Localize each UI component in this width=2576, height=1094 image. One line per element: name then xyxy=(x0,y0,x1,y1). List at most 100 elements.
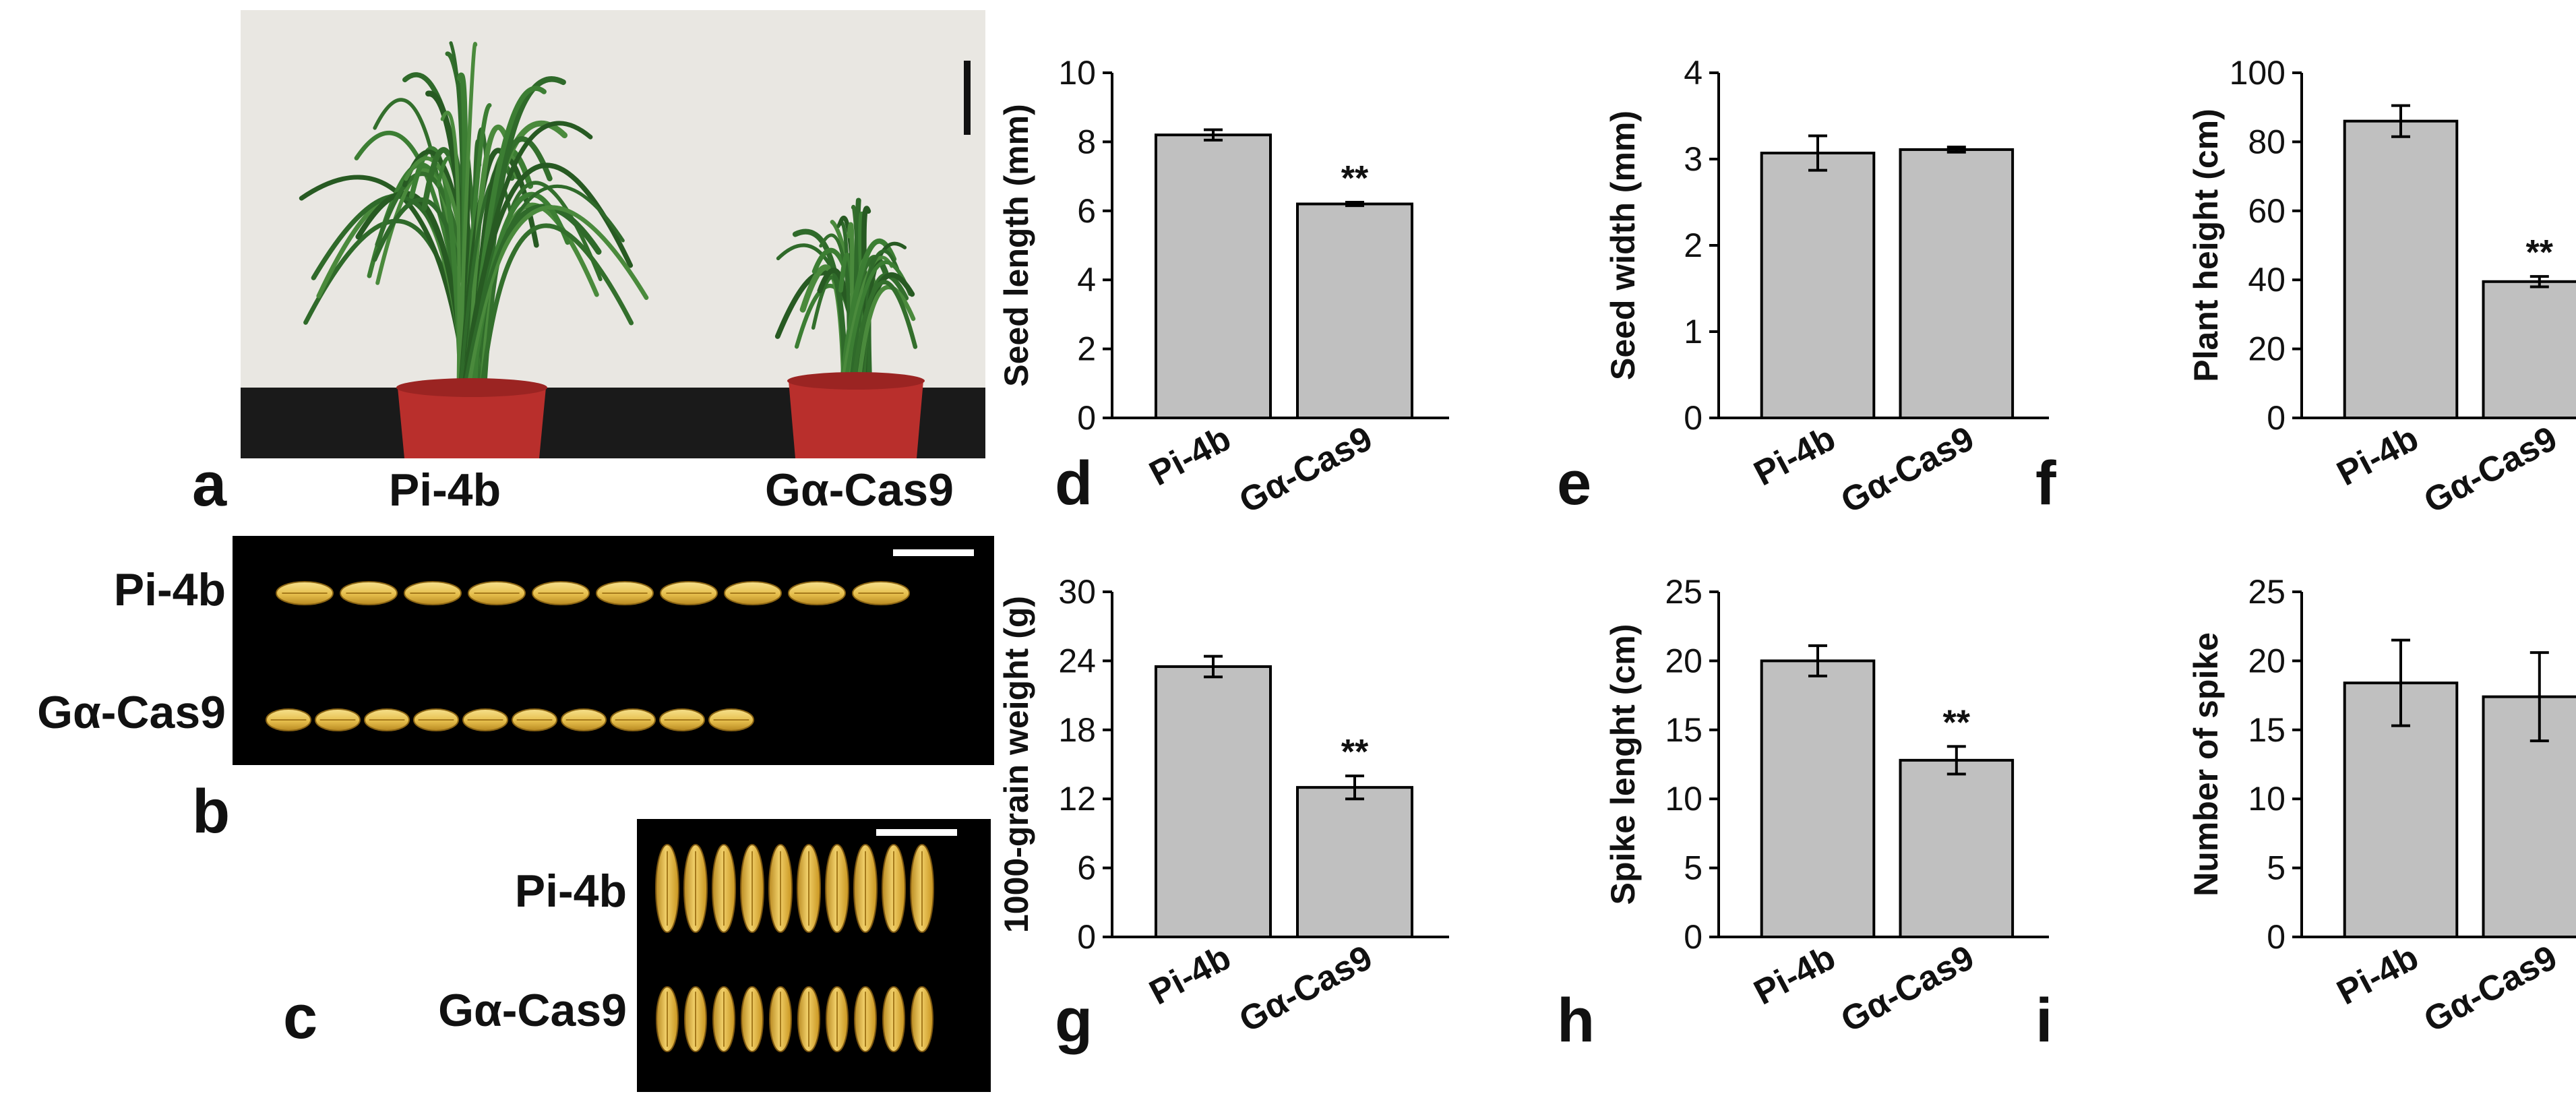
y-tick-label: 18 xyxy=(1058,711,1096,749)
bar xyxy=(2482,280,2576,420)
photo-c-label-gacas9: Gα-Cas9 xyxy=(438,985,627,1036)
y-tick-label: 10 xyxy=(1665,780,1703,818)
y-tick-label: 0 xyxy=(2267,918,2286,956)
significance-label: ** xyxy=(1943,703,1971,742)
y-axis-label: Plant height (cm) xyxy=(2187,109,2225,382)
photo-c-label-pi4b: Pi-4b xyxy=(515,865,627,917)
panel-label: e xyxy=(1557,449,1591,518)
y-tick-label: 10 xyxy=(1058,54,1096,92)
seed-row-pi4b xyxy=(276,581,910,605)
seed-row-gacas9 xyxy=(266,708,754,731)
y-axis-label: Seed width (mm) xyxy=(1604,111,1642,380)
y-tick-label: 4 xyxy=(1077,261,1096,299)
bar xyxy=(2343,119,2459,419)
panel-label: f xyxy=(2035,449,2056,518)
y-tick-label: 25 xyxy=(2248,573,2286,611)
bar xyxy=(1760,659,1876,939)
y-tick-label: 0 xyxy=(1684,918,1703,956)
x-category-label: Gα-Cas9 xyxy=(1233,938,1378,1040)
bar xyxy=(2482,695,2576,938)
photo-a-label-pi4b: Pi-4b xyxy=(389,464,501,516)
bar xyxy=(1760,152,1876,419)
photo-c-scale-bar xyxy=(876,829,957,836)
photo-b-label-gacas9: Gα-Cas9 xyxy=(37,687,226,738)
leaf xyxy=(457,42,478,386)
y-tick-label: 3 xyxy=(1684,140,1703,178)
leaf xyxy=(440,111,461,386)
panel-label-b: b xyxy=(192,777,230,846)
y-axis-label: 1000-grain weight (g) xyxy=(998,596,1035,933)
bar xyxy=(1296,786,1413,938)
photo-c xyxy=(637,819,991,1092)
seed-column-row-gacas9 xyxy=(656,986,933,1052)
y-tick-label: 0 xyxy=(2267,399,2286,437)
y-tick-label: 2 xyxy=(1077,330,1096,368)
photo-b-label-pi4b: Pi-4b xyxy=(114,564,226,615)
y-tick-label: 1 xyxy=(1684,313,1703,351)
chart-grain-weight: 0 6 12 18 24 30 1000-grain weight (g) Pi-4b ** Gα… xyxy=(998,573,1449,1055)
y-tick-label: 10 xyxy=(2248,780,2286,818)
x-category-label: Pi-4b xyxy=(1143,419,1237,493)
x-category-label: Pi-4b xyxy=(1748,938,1841,1012)
y-tick-label: 0 xyxy=(1077,918,1096,956)
pot-gacas9-rim xyxy=(787,372,925,390)
y-tick-label: 12 xyxy=(1058,780,1096,818)
plant-gacas9-icon xyxy=(774,197,918,381)
x-category-label: Gα-Cas9 xyxy=(2418,419,2563,521)
plant-pi4b-icon xyxy=(299,41,649,388)
photo-a xyxy=(241,10,985,458)
y-tick-label: 24 xyxy=(1058,642,1096,679)
pot-pi4b-rim xyxy=(396,378,547,397)
x-category-label: Pi-4b xyxy=(1143,938,1237,1012)
y-tick-label: 15 xyxy=(1665,711,1703,749)
bar xyxy=(1899,148,2015,419)
photo-a-label-gacas9: Gα-Cas9 xyxy=(765,464,954,516)
pot-gacas9-icon xyxy=(789,381,923,458)
y-axis-label: Number of spike xyxy=(2187,632,2225,897)
y-tick-label: 60 xyxy=(2248,192,2286,230)
leaf xyxy=(792,229,848,381)
y-tick-label: 5 xyxy=(1684,849,1703,887)
x-category-label: Pi-4b xyxy=(1748,419,1841,493)
y-tick-label: 6 xyxy=(1077,849,1096,887)
chart-seed-length: 0 2 4 6 8 10 Seed length (mm) Pi-4b ** Gα-Cas9 d xyxy=(998,54,1449,521)
panel-label: i xyxy=(2035,986,2053,1055)
y-tick-label: 2 xyxy=(1684,226,1703,264)
x-category-label: Pi-4b xyxy=(2331,938,2424,1012)
y-tick-label: 6 xyxy=(1077,192,1096,230)
photo-b xyxy=(233,536,994,765)
y-tick-label: 20 xyxy=(2248,330,2286,368)
y-tick-label: 80 xyxy=(2248,123,2286,160)
leaf xyxy=(463,184,625,386)
significance-label: ** xyxy=(2526,233,2554,272)
y-tick-label: 8 xyxy=(1077,123,1096,160)
y-tick-label: 100 xyxy=(2230,54,2286,92)
photo-a-scale-bar xyxy=(964,61,971,135)
leaf xyxy=(857,284,916,380)
pot-pi4b-icon xyxy=(398,388,546,458)
x-category-label: Gα-Cas9 xyxy=(1233,419,1378,521)
y-tick-label: 0 xyxy=(1684,399,1703,437)
panel-label-c: c xyxy=(283,983,317,1052)
y-tick-label: 25 xyxy=(1665,573,1703,611)
photo-b-background xyxy=(233,536,994,765)
leaf xyxy=(480,223,634,387)
y-tick-label: 0 xyxy=(1077,399,1096,437)
x-category-label: Gα-Cas9 xyxy=(1835,419,1980,521)
x-category-label: Gα-Cas9 xyxy=(1835,938,1980,1040)
y-tick-label: 20 xyxy=(1665,642,1703,679)
y-tick-label: 40 xyxy=(2248,261,2286,299)
bar xyxy=(1155,665,1272,939)
bar xyxy=(1155,133,1272,419)
x-category-label: Pi-4b xyxy=(2331,419,2424,493)
bar xyxy=(1899,758,2015,938)
leaf xyxy=(845,260,912,379)
y-axis-label: Seed length (mm) xyxy=(998,104,1035,386)
significance-label: ** xyxy=(1341,159,1369,198)
x-category-label: Gα-Cas9 xyxy=(2418,938,2563,1040)
panel-label: h xyxy=(1557,986,1595,1055)
leaf xyxy=(466,205,649,387)
